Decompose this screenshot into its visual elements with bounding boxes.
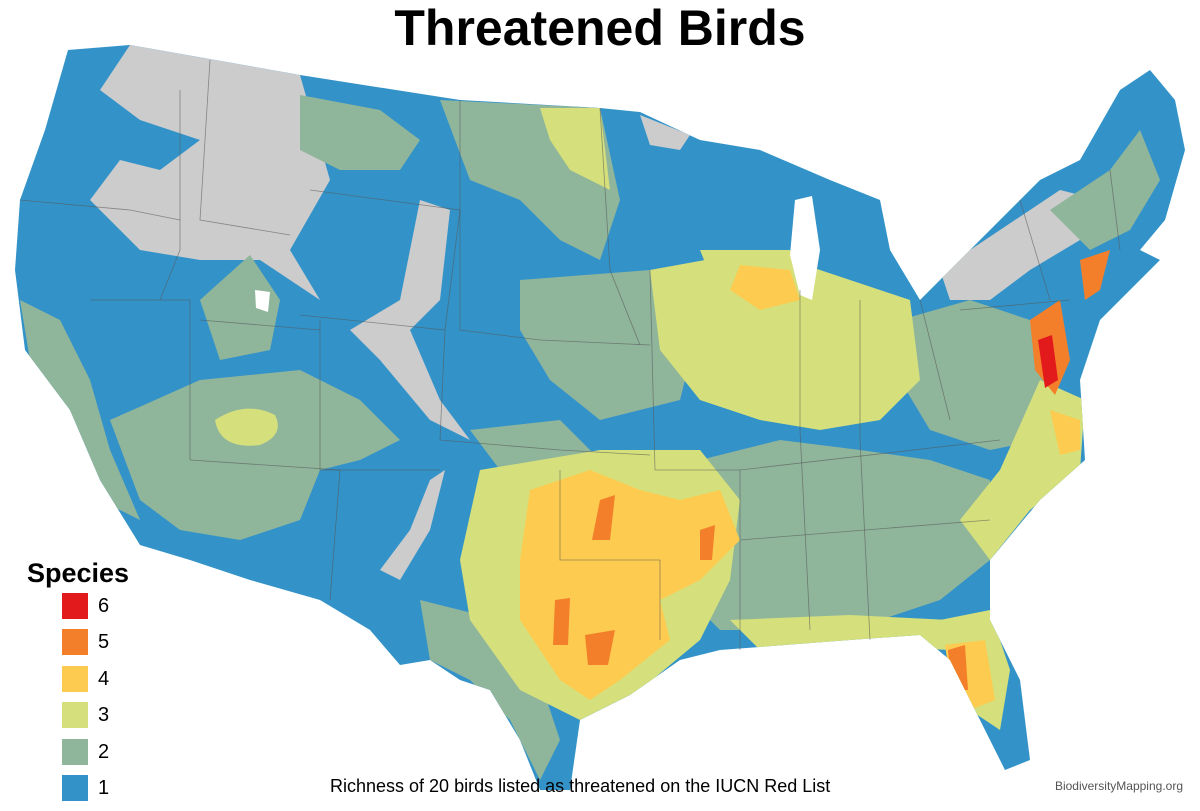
legend-swatch-1 <box>62 774 88 801</box>
legend-item-3: 3 <box>62 702 109 738</box>
richness-2-great-basin <box>200 255 280 360</box>
legend-item-4: 4 <box>62 665 110 702</box>
richness-5-texas-central <box>585 630 615 665</box>
legend-label-6: 6 <box>98 595 110 617</box>
richness-5-oklahoma <box>592 495 615 540</box>
legend-swatch-5 <box>62 629 88 656</box>
richness-5-texas-west <box>553 598 570 645</box>
lake-michigan <box>790 196 820 300</box>
richness-2-new-england <box>1050 130 1160 250</box>
state-boundaries <box>19 59 1121 650</box>
no-data-area-wyoming <box>350 200 470 440</box>
richness-5-northeast-coast <box>1080 250 1110 300</box>
legend-swatch-3 <box>62 702 88 729</box>
richness-3-nevada <box>215 408 278 446</box>
richness-2-southwest <box>110 370 400 540</box>
legend-swatch-4 <box>62 665 88 692</box>
source-credit: BiodiversityMapping.org <box>1054 779 1183 793</box>
richness-2-california-coast <box>20 300 140 520</box>
no-data-area-new-mexico <box>380 470 445 580</box>
legend-item-5: 5 <box>62 629 109 665</box>
no-data-area-great-lakes <box>640 115 690 150</box>
richness-4-great-lakes <box>730 265 800 310</box>
legend-item-2: 2 <box>62 738 110 775</box>
map-caption: Richness of 20 birds listed as threatene… <box>330 776 831 796</box>
richness-3-midwest <box>650 250 920 430</box>
richness-2-southeast <box>690 440 990 630</box>
richness-3-dakotas <box>540 108 610 190</box>
richness-6-chesapeake <box>1038 335 1058 388</box>
legend-item-1: 1 <box>62 774 110 811</box>
richness-areas <box>15 45 1185 790</box>
legend: 6 5 4 3 2 1 <box>62 593 109 811</box>
great-salt-lake <box>255 290 270 312</box>
legend-item-6: 6 <box>62 593 109 629</box>
richness-4-texas-oklahoma <box>520 470 740 700</box>
legend-label-5: 5 <box>98 631 110 654</box>
richness-2-montana <box>300 95 420 170</box>
richness-4-southeast-coast <box>1050 410 1080 455</box>
richness-5-florida <box>948 645 968 690</box>
map-title: Threatened Birds <box>394 0 806 56</box>
no-data-area-northwest <box>90 45 330 300</box>
legend-heading: Species <box>27 558 130 588</box>
legend-label-4: 4 <box>98 667 110 690</box>
legend-label-1: 1 <box>98 776 110 799</box>
legend-label-3: 3 <box>98 704 110 727</box>
legend-swatch-2 <box>62 738 88 765</box>
legend-label-2: 2 <box>98 740 110 763</box>
richness-2-appalachia <box>900 300 1050 450</box>
legend-swatch-6 <box>62 593 88 619</box>
richness-5-arkansas <box>700 525 715 560</box>
richness-2-texas <box>420 600 560 780</box>
